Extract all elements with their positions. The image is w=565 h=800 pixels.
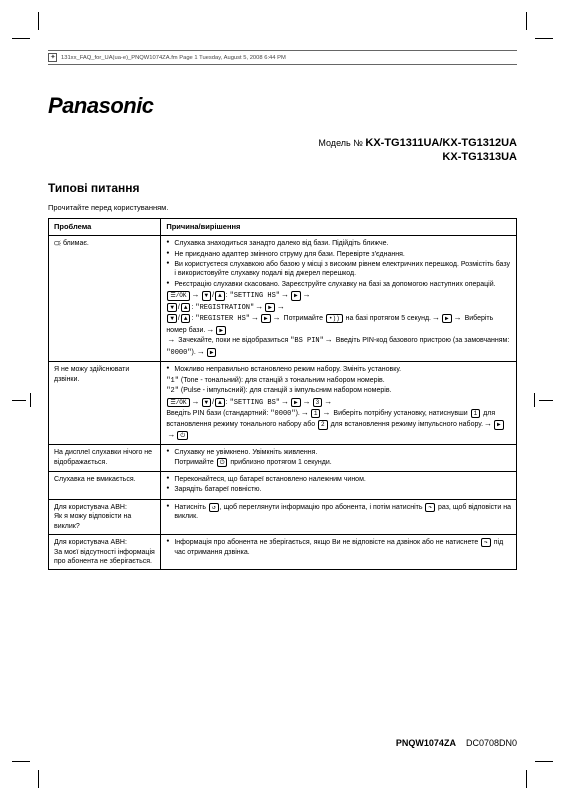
crop-mark [12,761,30,762]
table-row: Для користувача АВН:За моєї відсутності … [49,535,517,570]
cell-cause: Інформація про абонента не зберігається,… [161,535,517,570]
table-row: блимає.Слухавка знаходиться занадто дале… [49,236,517,362]
meta-icon [48,53,57,62]
cell-problem: блимає. [49,236,161,362]
section-title: Типові питання [48,181,517,195]
cell-problem: Я не можу здійснювати дзвінки. [49,362,161,445]
cell-cause: Слухавку не увімкнено. Увімкніть живленн… [161,445,517,472]
models-1: KX-TG1311UA/KX-TG1312UA [365,137,517,149]
cell-cause: Переконайтеся, що батареї встановлено на… [161,471,517,499]
faq-table: Проблема Причина/вирішення блимає.Слухав… [48,218,517,570]
model-line-1: Модель № KX-TG1311UA/KX-TG1312UA [48,137,517,149]
crop-mark [535,38,553,39]
cell-problem: На дисплеї слухавки нічого не відображає… [49,445,161,472]
cell-cause: Можливо неправильно встановлено режим на… [161,362,517,445]
crop-mark [526,12,527,30]
table-row: На дисплеї слухавки нічого не відображає… [49,445,517,472]
cell-cause: Слухавка знаходиться занадто далеко від … [161,236,517,362]
cell-problem: Для користувача АВН:Як я можу відповісти… [49,499,161,534]
table-row: Я не можу здійснювати дзвінки.Можливо не… [49,362,517,445]
cell-problem: Слухавка не вмикається. [49,471,161,499]
crop-mark [38,770,39,788]
crop-mark [12,400,26,401]
crop-mark [12,38,30,39]
crop-mark [30,393,31,407]
crop-mark [526,770,527,788]
cell-problem: Для користувача АВН:За моєї відсутності … [49,535,161,570]
col-header-cause: Причина/вирішення [161,219,517,236]
meta-text: 131xx_FAQ_for_UA(ua-e)_PNQW1074ZA.fm Pag… [61,55,286,61]
table-row: Для користувача АВН:Як я можу відповісти… [49,499,517,534]
footer-sub: DC0708DN0 [466,738,517,748]
footer: PNQW1074ZA DC0708DN0 [396,738,517,748]
table-row: Слухавка не вмикається.Переконайтеся, що… [49,471,517,499]
model-line-2: KX-TG1313UA [48,151,517,163]
document-meta-bar: 131xx_FAQ_for_UA(ua-e)_PNQW1074ZA.fm Pag… [48,50,517,65]
section-subtitle: Прочитайте перед користуванням. [48,203,517,212]
crop-mark [535,761,553,762]
crop-mark [539,400,553,401]
crop-mark [38,12,39,30]
model-label: Модель № [318,138,362,148]
cell-cause: Натисніть ↺, щоб переглянути інформацію … [161,499,517,534]
brand-logo: Panasonic [48,93,517,119]
col-header-problem: Проблема [49,219,161,236]
crop-mark [534,393,535,407]
footer-code: PNQW1074ZA [396,738,456,748]
